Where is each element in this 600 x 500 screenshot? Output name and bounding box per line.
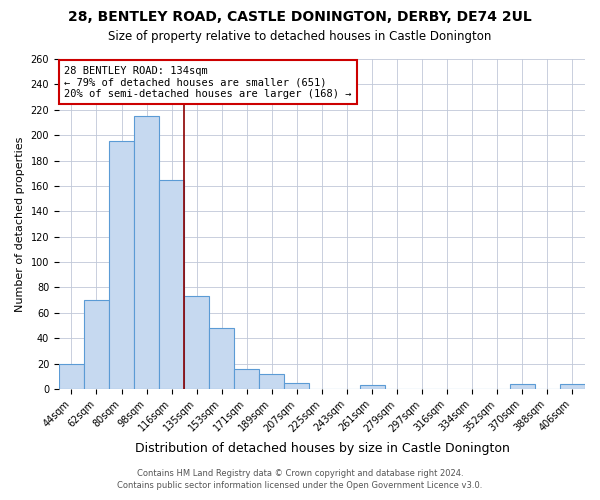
- Bar: [159, 180, 184, 389]
- Bar: [234, 368, 259, 389]
- Bar: [209, 328, 234, 389]
- X-axis label: Distribution of detached houses by size in Castle Donington: Distribution of detached houses by size …: [134, 442, 509, 455]
- Bar: [284, 382, 310, 389]
- Bar: [109, 142, 134, 389]
- Bar: [184, 296, 209, 389]
- Bar: [59, 364, 84, 389]
- Bar: [510, 384, 535, 389]
- Bar: [259, 374, 284, 389]
- Bar: [560, 384, 585, 389]
- Text: 28 BENTLEY ROAD: 134sqm
← 79% of detached houses are smaller (651)
20% of semi-d: 28 BENTLEY ROAD: 134sqm ← 79% of detache…: [64, 66, 352, 99]
- Bar: [134, 116, 159, 389]
- Text: 28, BENTLEY ROAD, CASTLE DONINGTON, DERBY, DE74 2UL: 28, BENTLEY ROAD, CASTLE DONINGTON, DERB…: [68, 10, 532, 24]
- Y-axis label: Number of detached properties: Number of detached properties: [15, 136, 25, 312]
- Bar: [84, 300, 109, 389]
- Bar: [359, 385, 385, 389]
- Text: Contains HM Land Registry data © Crown copyright and database right 2024.
Contai: Contains HM Land Registry data © Crown c…: [118, 468, 482, 490]
- Text: Size of property relative to detached houses in Castle Donington: Size of property relative to detached ho…: [109, 30, 491, 43]
